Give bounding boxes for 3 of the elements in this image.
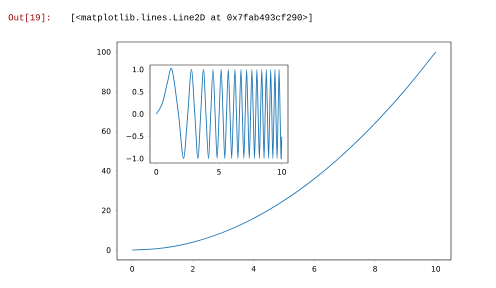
text: Out[19]: [8, 14, 50, 22]
line-series [156, 69, 282, 159]
text: [<matplotlib.lines.Line2D at 0x7fab493cf290>] [72, 14, 312, 22]
